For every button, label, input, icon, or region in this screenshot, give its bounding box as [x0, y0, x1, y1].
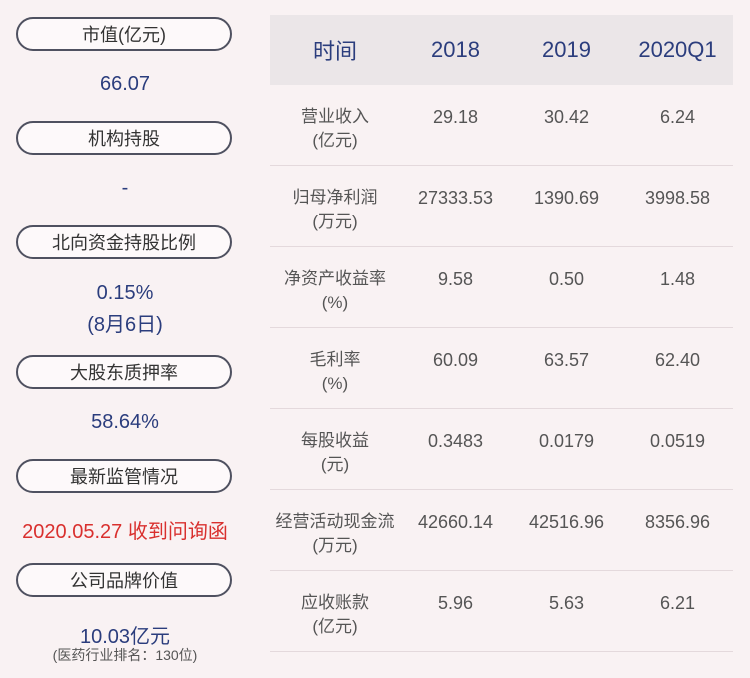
- header-2020q1: 2020Q1: [638, 37, 717, 62]
- row-label: 每股收益 (元): [301, 431, 369, 474]
- table-row: 每股收益 (元) 0.3483 0.0179 0.0519: [270, 409, 733, 490]
- brand-value: 10.03亿元: [79, 626, 171, 648]
- cell-2018: 29.18: [432, 107, 479, 127]
- cell-2018: 42660.14: [417, 512, 494, 532]
- northbound-label: 北向资金持股比例: [16, 225, 232, 259]
- table-row: 经营活动现金流 (万元) 42660.14 42516.96 8356.96: [270, 490, 733, 571]
- table-row: 应收账款 (亿元) 5.96 5.63 6.21: [270, 571, 733, 652]
- cell-2018: 9.58: [437, 269, 474, 289]
- institution-label: 机构持股: [16, 121, 232, 155]
- cell-2020q1: 6.24: [659, 107, 696, 127]
- table-row: 归母净利润 (万元) 27333.53 1390.69 3998.58: [270, 166, 733, 247]
- row-label: 毛利率 (%): [309, 350, 361, 393]
- cell-2019: 5.63: [548, 593, 585, 613]
- northbound-date: (8月6日): [87, 314, 163, 336]
- cell-2018: 27333.53: [417, 188, 494, 208]
- market-value: 66.07: [99, 73, 151, 95]
- brand-label: 公司品牌价值: [16, 563, 232, 597]
- cell-2019: 30.42: [543, 107, 590, 127]
- row-label: 归母净利润 (万元): [292, 188, 378, 231]
- cell-2018: 0.3483: [427, 431, 484, 451]
- left-panel: 市值(亿元) 66.07 机构持股 - 北向资金持股比例 0.15% (8月6日…: [0, 0, 250, 678]
- table-row: 净资产收益率 (%) 9.58 0.50 1.48: [270, 247, 733, 328]
- institution-value: -: [121, 177, 129, 199]
- market-value-label: 市值(亿元): [16, 17, 232, 51]
- cell-2020q1: 0.0519: [649, 431, 706, 451]
- cell-2018: 60.09: [432, 350, 479, 370]
- regulation-label: 最新监管情况: [16, 459, 232, 493]
- table-row: 营业收入 (亿元) 29.18 30.42 6.24: [270, 85, 733, 166]
- row-label: 净资产收益率 (%): [284, 269, 386, 312]
- cell-2019: 63.57: [543, 350, 590, 370]
- row-label: 经营活动现金流 (万元): [275, 512, 395, 555]
- cell-2019: 0.0179: [538, 431, 595, 451]
- row-label: 营业收入 (亿元): [301, 107, 369, 150]
- cell-2019: 0.50: [548, 269, 585, 289]
- brand-rank: (医药行业排名：130位): [52, 647, 198, 663]
- row-label: 应收账款 (亿元): [301, 593, 369, 636]
- cell-2020q1: 1.48: [659, 269, 696, 289]
- pledge-value: 58.64%: [91, 411, 159, 433]
- header-2018: 2018: [431, 37, 480, 62]
- financial-table: 时间 2018 2019 2020Q1 营业收入 (亿元) 29.18 30.42…: [270, 15, 733, 652]
- table-row: 毛利率 (%) 60.09 63.57 62.40: [270, 328, 733, 409]
- cell-2020q1: 8356.96: [644, 512, 711, 532]
- cell-2018: 5.96: [437, 593, 474, 613]
- table-header: 时间 2018 2019 2020Q1: [270, 15, 733, 85]
- cell-2020q1: 3998.58: [644, 188, 711, 208]
- header-2019: 2019: [542, 37, 591, 62]
- header-time: 时间: [312, 39, 357, 64]
- cell-2019: 1390.69: [533, 188, 600, 208]
- northbound-value: 0.15%: [96, 282, 154, 304]
- cell-2020q1: 62.40: [654, 350, 701, 370]
- cell-2019: 42516.96: [528, 512, 605, 532]
- pledge-label: 大股东质押率: [16, 355, 232, 389]
- cell-2020q1: 6.21: [659, 593, 696, 613]
- regulation-value: 2020.05.27 收到问询函: [22, 521, 228, 543]
